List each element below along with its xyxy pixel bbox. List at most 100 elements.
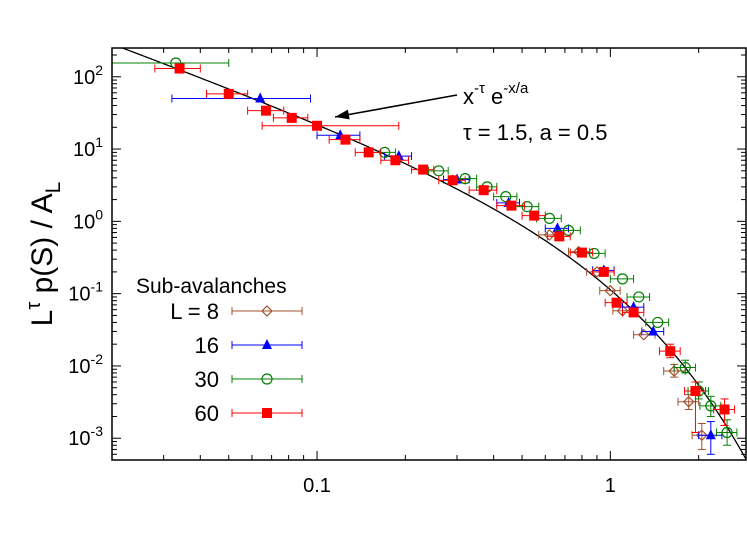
point-marker <box>665 346 676 357</box>
point-marker <box>721 426 733 439</box>
legend-entry-L30: 30 <box>195 367 303 392</box>
series-L60 <box>154 63 736 434</box>
legend-marker <box>262 339 272 349</box>
data-point <box>592 266 615 277</box>
data-point <box>493 191 518 203</box>
data-point <box>673 359 696 374</box>
legend-entry-L8: L = 8 <box>170 299 303 324</box>
point-marker <box>447 175 458 186</box>
y-tick-exponent: 1 <box>95 134 103 150</box>
point-marker <box>478 185 489 196</box>
point-marker <box>174 63 185 74</box>
data-point <box>328 134 361 145</box>
data-point <box>658 343 681 359</box>
point-marker <box>705 400 717 412</box>
y-tick-exponent: 2 <box>95 62 103 78</box>
x-error-bar <box>599 286 621 295</box>
legend-entry-L60: 60 <box>195 401 303 426</box>
y-tick-label: 100 <box>73 206 103 233</box>
legend-line <box>231 375 303 383</box>
fit-curve <box>120 48 746 460</box>
x-error-bar <box>513 202 540 211</box>
x-error-bar <box>493 192 518 201</box>
data-point <box>677 394 700 410</box>
point-marker <box>588 247 600 260</box>
data-point <box>272 112 309 123</box>
point-marker <box>543 212 556 224</box>
y-tick-label: 102 <box>73 62 103 89</box>
point-marker <box>598 266 609 277</box>
point-marker <box>261 105 272 116</box>
data-point <box>428 165 449 177</box>
point-marker <box>648 325 659 336</box>
point-marker <box>418 164 429 175</box>
point-marker <box>682 395 695 408</box>
annotation-params: τ = 1.5, a = 0.5 <box>463 120 607 145</box>
point-marker <box>552 222 563 233</box>
point-marker <box>628 307 639 318</box>
y-tick-base: 10 <box>73 139 95 161</box>
data-point <box>247 105 285 116</box>
y-tick-exponent: -2 <box>91 351 104 367</box>
legend-marker <box>262 408 272 418</box>
data-point <box>496 200 526 211</box>
legend-label: 30 <box>195 367 219 392</box>
x-error-bar <box>609 274 635 283</box>
data-point <box>316 129 361 140</box>
point-marker <box>521 200 533 213</box>
data-point <box>411 164 435 175</box>
y-tick-base: 10 <box>73 211 95 233</box>
data-point <box>354 147 382 158</box>
legend: Sub-avalanches L = 8 16 30 60 <box>136 275 303 426</box>
point-marker <box>679 361 691 374</box>
fit-annotation: x-τ e-x/a τ = 1.5, a = 0.5 <box>334 80 607 145</box>
point-marker <box>363 147 374 158</box>
point-marker <box>554 231 565 242</box>
x-error-bar <box>626 292 651 301</box>
data-point <box>154 63 201 74</box>
series-L16 <box>171 92 723 455</box>
y-axis-label: Lτ p(S) / AL <box>23 182 65 327</box>
point-marker <box>652 316 664 329</box>
data-point <box>521 210 546 221</box>
point-marker <box>390 155 401 166</box>
point-marker <box>255 92 266 103</box>
legend-label: L = 8 <box>170 299 219 324</box>
data-point <box>645 316 670 329</box>
point-marker <box>312 120 323 131</box>
y-tick-exponent: 0 <box>95 206 103 222</box>
y-tick-base: 10 <box>68 284 90 306</box>
x-tick-label: 0.1 <box>303 475 331 497</box>
legend-marker <box>261 305 273 317</box>
annotation-arrowhead <box>335 109 350 120</box>
data-point <box>713 398 736 427</box>
point-marker <box>529 210 540 221</box>
data-point <box>546 231 571 242</box>
series-layer <box>112 57 738 455</box>
data-point <box>715 419 738 446</box>
data-point <box>633 328 656 341</box>
point-marker <box>506 200 517 211</box>
annotation-arrow <box>334 94 458 118</box>
point-marker <box>604 284 617 297</box>
series-L30 <box>112 57 738 446</box>
series-L8 <box>538 229 712 450</box>
point-marker <box>500 191 512 203</box>
y-tick-label: 10-3 <box>68 423 103 450</box>
y-error-bar <box>697 422 706 450</box>
legend-label: 60 <box>195 401 219 426</box>
y-tick-label: 101 <box>73 134 103 161</box>
data-point <box>261 120 400 131</box>
point-marker <box>611 297 622 308</box>
data-point <box>468 185 498 196</box>
legend-line <box>231 307 303 315</box>
legend-marker <box>261 373 273 385</box>
point-marker <box>637 328 650 341</box>
y-tick-label: 10-1 <box>68 279 103 306</box>
point-marker <box>668 365 681 377</box>
data-point <box>599 284 621 297</box>
annotation-formula: x-τ e-x/a <box>463 80 529 109</box>
point-marker <box>223 88 234 99</box>
